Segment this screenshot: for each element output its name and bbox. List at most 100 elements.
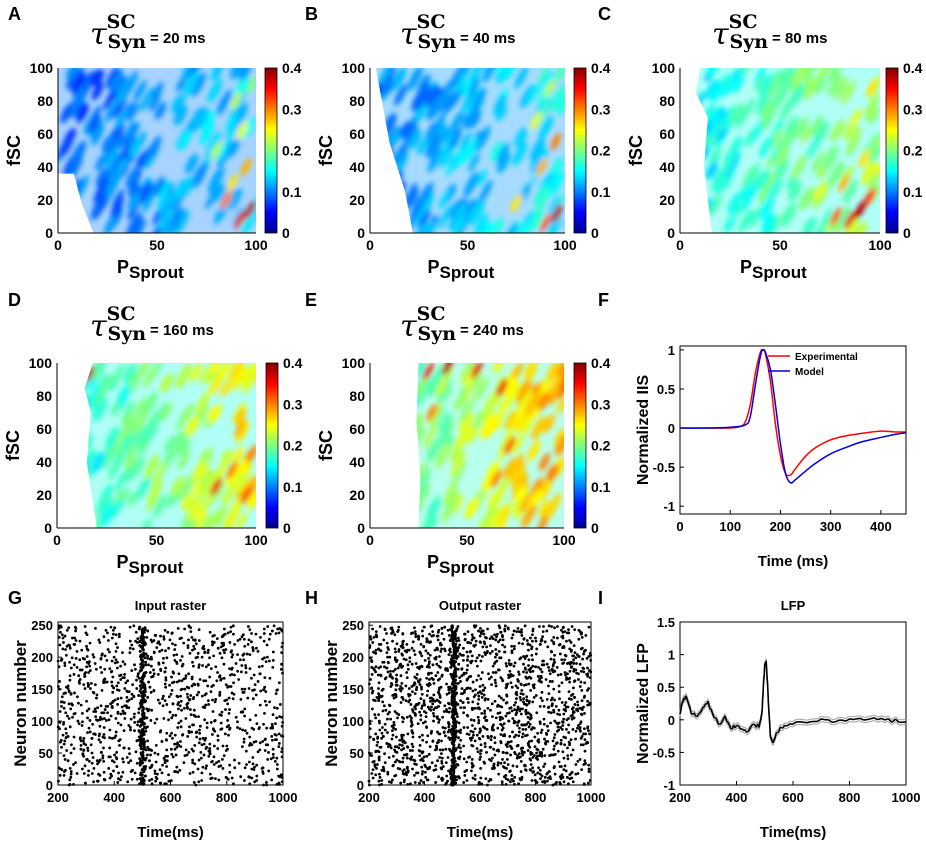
spike bbox=[228, 708, 231, 711]
spike bbox=[280, 750, 284, 754]
spike bbox=[374, 732, 378, 736]
spike bbox=[232, 692, 236, 696]
spike bbox=[149, 638, 153, 642]
spike bbox=[86, 716, 89, 720]
spike bbox=[578, 726, 582, 729]
spike bbox=[396, 628, 400, 632]
spike bbox=[431, 702, 435, 706]
spike bbox=[561, 634, 565, 638]
spike bbox=[226, 631, 230, 635]
spike bbox=[115, 688, 119, 692]
heatmap-streak bbox=[398, 490, 416, 516]
spike bbox=[580, 768, 584, 772]
spike bbox=[486, 650, 489, 653]
spike bbox=[570, 625, 574, 628]
spike bbox=[107, 718, 111, 722]
spike bbox=[125, 756, 129, 759]
spike bbox=[434, 706, 437, 710]
spike bbox=[192, 723, 195, 727]
spike bbox=[81, 720, 84, 724]
spike bbox=[263, 656, 266, 660]
spike bbox=[416, 679, 420, 683]
heatmap-streak bbox=[438, 204, 453, 230]
burst-spike bbox=[448, 628, 452, 632]
spike bbox=[378, 625, 382, 628]
panel-letter: B bbox=[305, 4, 318, 24]
spike bbox=[422, 755, 426, 759]
heatmap-streak bbox=[217, 141, 233, 168]
spike bbox=[511, 730, 514, 734]
spike bbox=[275, 756, 279, 760]
spike bbox=[539, 642, 542, 646]
spike bbox=[519, 692, 523, 695]
spike bbox=[538, 720, 542, 724]
y-axis-label: fSC bbox=[316, 135, 336, 166]
spike bbox=[473, 706, 477, 710]
spike bbox=[198, 737, 202, 741]
panel-title: τSC Syn = 20 ms bbox=[90, 11, 206, 53]
spike bbox=[584, 634, 588, 637]
spike bbox=[164, 685, 168, 689]
spike bbox=[509, 753, 512, 757]
spike bbox=[85, 709, 89, 713]
heatmap-streak bbox=[788, 181, 802, 202]
x-tick-label: 0 bbox=[676, 237, 684, 253]
spike bbox=[126, 780, 130, 784]
spike bbox=[547, 705, 551, 709]
heatmap-streak bbox=[71, 84, 86, 109]
spike bbox=[503, 624, 507, 628]
spike bbox=[179, 699, 183, 703]
title-sub: Syn bbox=[417, 31, 456, 53]
heatmap-streak bbox=[191, 162, 208, 189]
spike bbox=[89, 743, 93, 747]
heatmap-streak bbox=[548, 214, 562, 233]
spike bbox=[96, 779, 100, 783]
spike bbox=[489, 708, 492, 712]
spike bbox=[371, 768, 375, 772]
spike bbox=[184, 674, 188, 678]
spike bbox=[224, 683, 228, 687]
spike bbox=[568, 647, 572, 651]
spike bbox=[128, 752, 131, 756]
spike bbox=[220, 656, 224, 660]
spike bbox=[381, 765, 385, 769]
heatmap-streak bbox=[514, 68, 529, 89]
spike bbox=[438, 748, 442, 752]
spike bbox=[389, 673, 392, 676]
heatmap-streak bbox=[785, 116, 799, 137]
spike-dots bbox=[367, 624, 593, 787]
spike bbox=[434, 674, 438, 678]
spike bbox=[375, 696, 379, 699]
spike bbox=[517, 641, 521, 645]
spike bbox=[505, 664, 509, 668]
spike bbox=[192, 708, 196, 712]
spike bbox=[475, 733, 479, 737]
spike bbox=[274, 722, 277, 726]
heatmap-streak bbox=[141, 191, 155, 213]
heatmap-streak bbox=[438, 412, 452, 434]
spike bbox=[474, 659, 478, 663]
spike bbox=[208, 772, 212, 776]
spike bbox=[534, 639, 538, 643]
spike bbox=[209, 720, 213, 724]
burst-spike bbox=[142, 745, 146, 749]
spike bbox=[127, 747, 131, 750]
spike bbox=[421, 770, 424, 773]
spike bbox=[535, 781, 539, 784]
spike bbox=[450, 764, 454, 768]
colorbar-tick-label: 0.4 bbox=[591, 60, 611, 76]
heatmap-streak bbox=[732, 73, 744, 92]
spike bbox=[106, 631, 109, 635]
heatmap-streak bbox=[141, 518, 152, 528]
spike bbox=[523, 768, 527, 772]
spike bbox=[374, 630, 378, 633]
spike bbox=[501, 765, 505, 768]
spike bbox=[390, 778, 394, 782]
heatmap-streak bbox=[152, 81, 164, 100]
spike bbox=[117, 771, 120, 775]
spike bbox=[119, 712, 123, 716]
spike bbox=[192, 664, 195, 668]
spike bbox=[476, 750, 480, 754]
spike bbox=[189, 630, 193, 633]
spike bbox=[481, 629, 485, 633]
